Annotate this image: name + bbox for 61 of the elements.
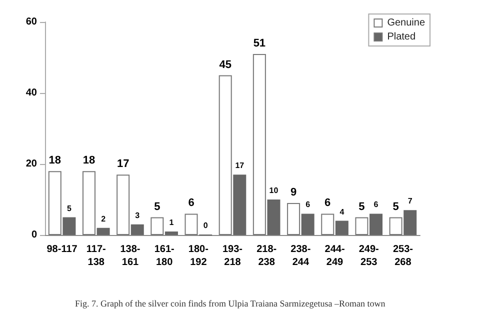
legend-label: Genuine xyxy=(387,18,426,28)
x-tick-label: 161-180 xyxy=(154,244,174,268)
data-label: 5 xyxy=(66,204,72,213)
data-label: 10 xyxy=(269,186,279,195)
data-label: 5 xyxy=(392,200,399,213)
y-tick-label: 0 xyxy=(31,230,38,240)
data-label: 18 xyxy=(82,154,96,167)
y-tick-label: 40 xyxy=(26,88,38,98)
bar xyxy=(48,171,62,235)
bar xyxy=(301,214,314,235)
x-tick-label: 244-249 xyxy=(324,244,345,268)
bar xyxy=(370,214,383,235)
x-tick-label: 193-218 xyxy=(222,244,243,268)
data-label: 2 xyxy=(101,214,106,224)
data-label: 1 xyxy=(169,218,174,227)
caption: Fig. 7. Graph of the silver coin finds from Ulpia Traiana Sarmizegetusa –Roman town xyxy=(75,298,386,308)
data-label: 4 xyxy=(340,207,345,216)
y-tick-label: 60 xyxy=(26,16,38,28)
data-label: 6 xyxy=(374,200,379,210)
data-label: 7 xyxy=(408,196,413,206)
bar xyxy=(130,224,144,235)
x-tick-label: 238-244 xyxy=(290,244,311,268)
data-label: 5 xyxy=(358,200,365,213)
bar xyxy=(321,214,334,235)
data-label: 9 xyxy=(290,186,297,199)
bar xyxy=(233,174,246,235)
bar xyxy=(184,214,198,235)
bar xyxy=(96,228,110,235)
data-label: 17 xyxy=(116,158,130,170)
data-label: 51 xyxy=(253,37,266,50)
x-tick-label: 253-268 xyxy=(392,244,413,268)
data-label: 3 xyxy=(135,210,140,220)
legend-label: Plated xyxy=(387,32,416,42)
bar xyxy=(404,210,417,235)
bar xyxy=(389,217,402,235)
bar xyxy=(218,75,232,235)
bar xyxy=(82,171,96,235)
x-tick-label: 249-253 xyxy=(358,244,379,268)
bar xyxy=(287,203,300,235)
bar xyxy=(355,217,368,235)
bar xyxy=(252,54,266,235)
x-tick-label: 98-117 xyxy=(46,244,78,255)
x-tick-label: 180-192 xyxy=(188,244,208,268)
data-label: 45 xyxy=(219,58,232,71)
data-label: 6 xyxy=(188,197,194,210)
bar xyxy=(335,220,348,235)
data-label: 18 xyxy=(48,154,62,167)
bar xyxy=(150,217,164,235)
bar xyxy=(267,200,280,235)
y-tick-label: 20 xyxy=(26,158,38,170)
bar xyxy=(116,174,130,235)
x-tick-label: 138-161 xyxy=(120,244,140,268)
data-label: 6 xyxy=(306,200,311,210)
x-tick-label: 117-138 xyxy=(86,244,106,268)
bar xyxy=(164,231,178,235)
x-tick-label: 218-238 xyxy=(256,244,277,268)
data-label: 17 xyxy=(235,161,245,170)
data-label: 0 xyxy=(203,221,208,230)
data-label: 5 xyxy=(154,200,160,213)
data-label: 6 xyxy=(324,197,331,210)
bar xyxy=(62,217,76,235)
